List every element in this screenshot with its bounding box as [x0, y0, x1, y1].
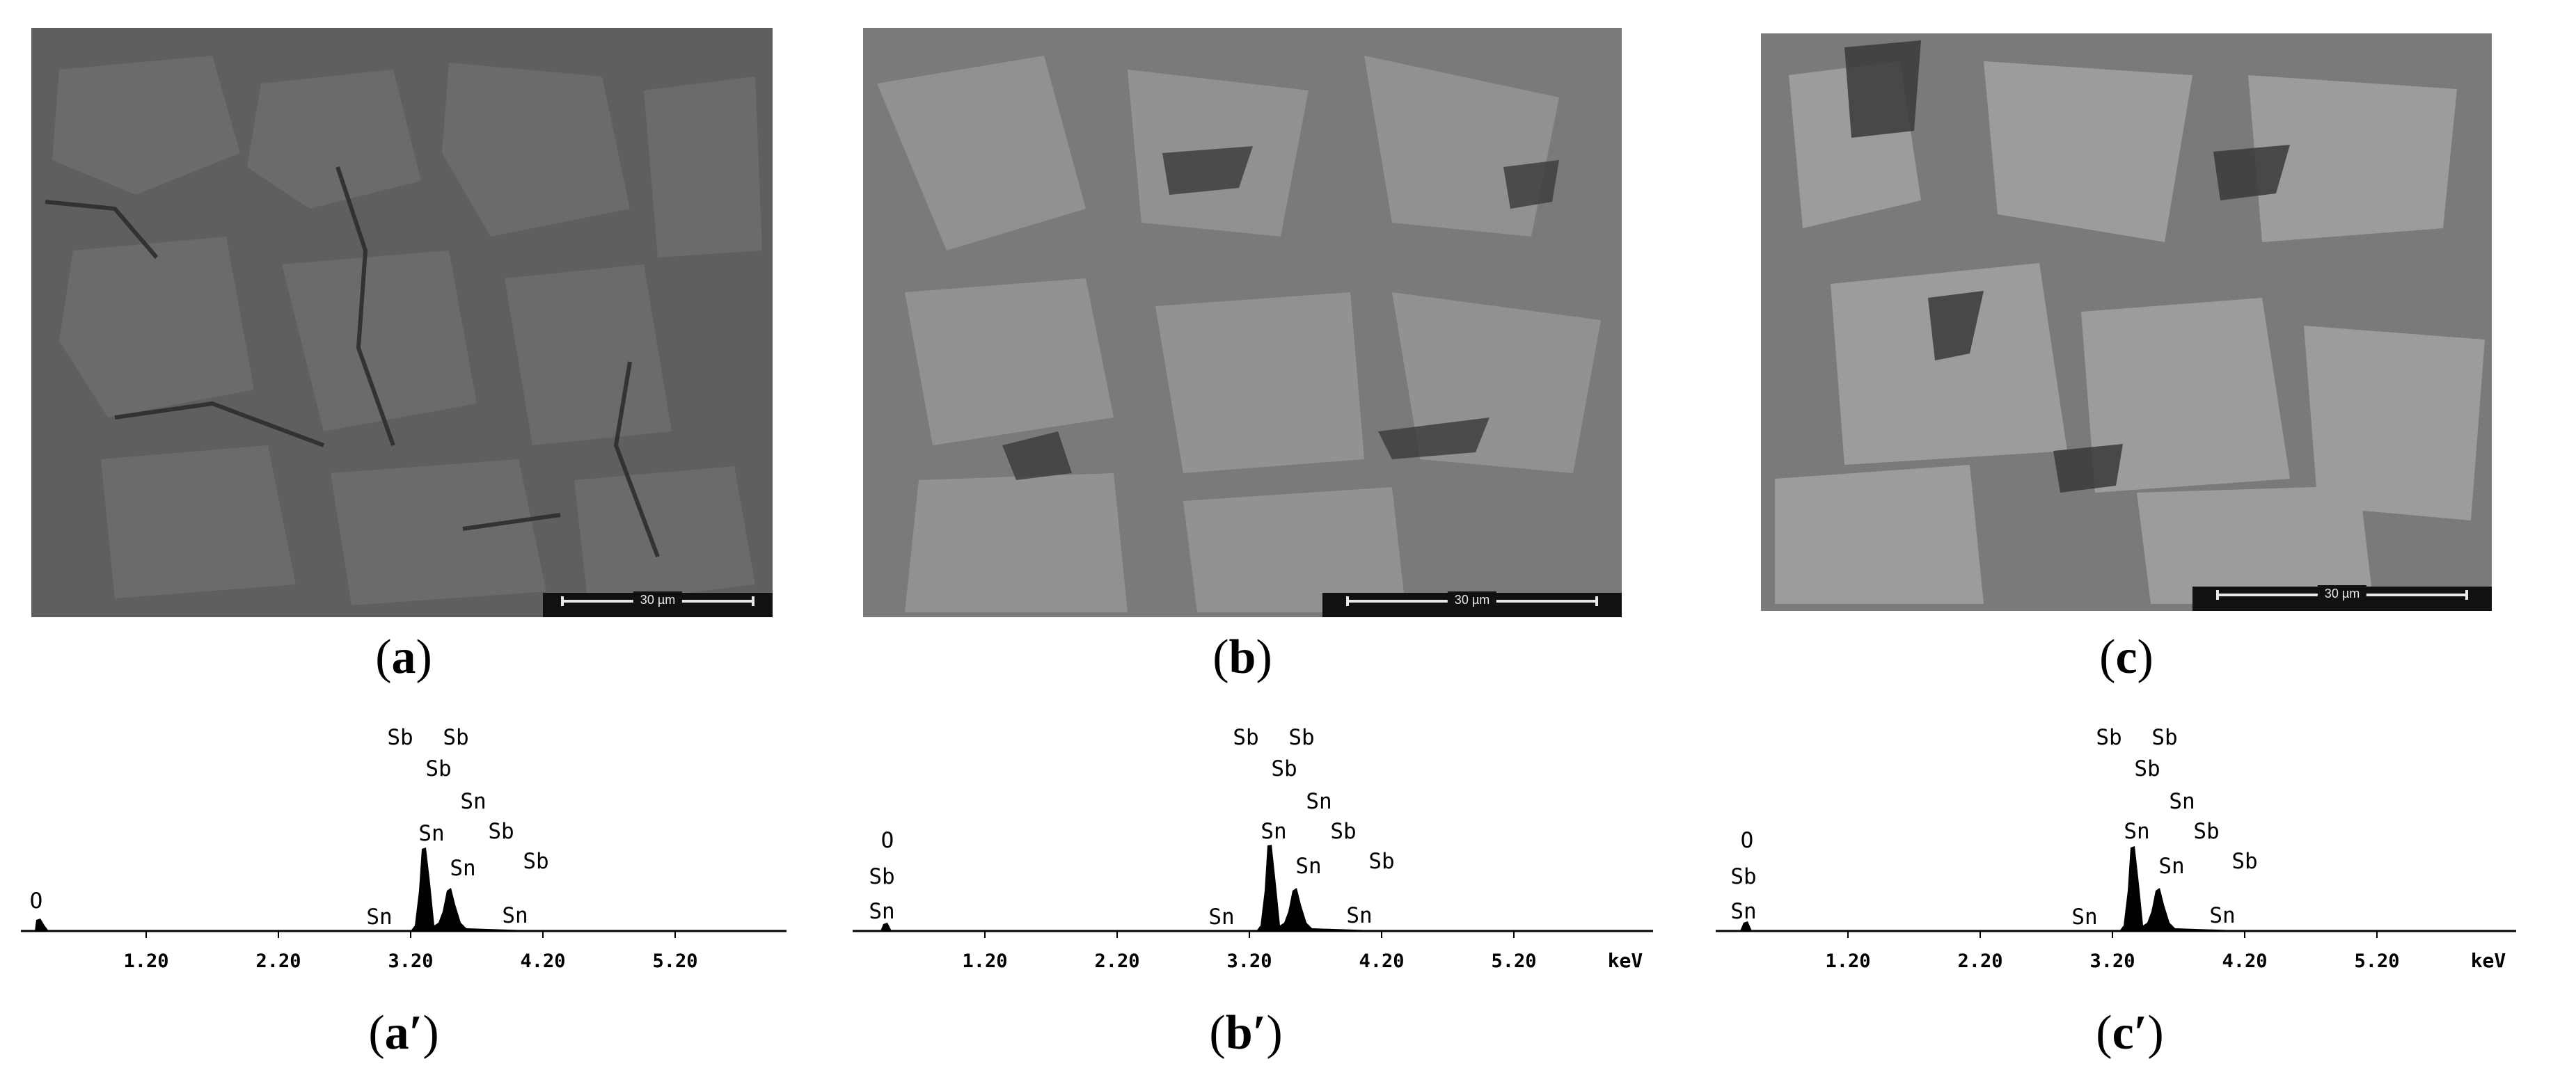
tick-label: 4.20	[1359, 950, 1404, 972]
peak-label: Sb	[869, 864, 894, 889]
peak-label: Sb	[488, 819, 514, 844]
peak-label: O	[30, 889, 43, 914]
scale-bar-label: 30 µm	[2317, 585, 2367, 602]
tick-label: 1.20	[123, 950, 168, 972]
peak-label: Sb	[1233, 725, 1258, 750]
peak-label: Sn	[450, 856, 475, 881]
peak-label: Sb	[1271, 756, 1297, 781]
peak-label: Sn	[869, 899, 894, 924]
peak-label: Sn	[2209, 903, 2235, 928]
caption-c: (c)	[2099, 630, 2154, 684]
peak-label: Sn	[2071, 905, 2097, 930]
peak-label: Sb	[1288, 725, 1314, 750]
peak-label: Sn	[460, 789, 486, 814]
peak-label: Sb	[2193, 819, 2219, 844]
peak-label: Sb	[425, 756, 451, 781]
sem-image-a: 30 µm	[31, 28, 773, 617]
peak-label: Sn	[1346, 903, 1372, 928]
caption-a: (a)	[375, 630, 432, 684]
peak-label: Sb	[523, 849, 548, 874]
peak-label: Sn	[418, 821, 444, 846]
peak-label: Sb	[387, 725, 413, 750]
scale-bar-b: 30 µm	[1322, 591, 1622, 617]
scale-bar-a: 30 µm	[543, 591, 773, 617]
eds-spectrum-c: 1.20 2.20 3.20 4.20 5.20 keV O Sb Sn Sn …	[1716, 717, 2523, 981]
peak-label: Sb	[443, 725, 468, 750]
peak-label: Sn	[1295, 854, 1321, 879]
peak-label: O	[1741, 828, 1754, 853]
scale-bar-label: 30 µm	[633, 591, 683, 608]
peak-label: Sn	[1306, 789, 1332, 814]
peak-label: Sb	[1368, 849, 1394, 874]
peak-label: Sn	[1730, 899, 1756, 924]
tick-label: 5.20	[652, 950, 697, 972]
peak-label: Sn	[1261, 819, 1286, 844]
tick-label: 1.20	[962, 950, 1007, 972]
axis-unit: keV	[1608, 949, 1643, 972]
peak-label: Sb	[2134, 756, 2160, 781]
tick-label: 3.20	[388, 950, 433, 972]
tick-label: 2.20	[1094, 950, 1139, 972]
scale-bar-c: 30 µm	[2192, 585, 2492, 611]
peak-label: Sb	[2151, 725, 2177, 750]
spectrum-trace	[880, 845, 1396, 931]
peak-label: Sn	[2124, 819, 2149, 844]
peak-label: Sn	[2169, 789, 2195, 814]
tick-label: 3.20	[1226, 950, 1272, 972]
eds-spectrum-a: 1.20 2.20 3.20 4.20 5.20 O Sn Sn Sn Sn S…	[21, 717, 793, 981]
sem-image-c: 30 µm	[1761, 33, 2492, 611]
peak-label: Sb	[2231, 849, 2257, 874]
eds-spectrum-b: 1.20 2.20 3.20 4.20 5.20 keV O Sb Sn Sn …	[853, 717, 1660, 981]
caption-b: (b)	[1212, 630, 1272, 684]
tick-label: 2.20	[255, 950, 301, 972]
tick-label: 1.20	[1825, 950, 1870, 972]
peak-label: O	[881, 828, 894, 853]
peak-label: Sn	[1208, 905, 1234, 930]
tick-label: 5.20	[2354, 950, 2399, 972]
caption-a-prime: (a′)	[368, 1006, 439, 1060]
tick-label: 5.20	[1491, 950, 1536, 972]
peak-label: Sb	[2096, 725, 2121, 750]
axis-unit: keV	[2471, 949, 2506, 972]
sem-image-b: 30 µm	[863, 28, 1622, 617]
tick-label: 3.20	[2089, 950, 2135, 972]
peak-label: Sb	[1330, 819, 1356, 844]
spectrum-trace	[1740, 846, 2259, 931]
peak-label: Sn	[2158, 854, 2184, 879]
scale-bar-label: 30 µm	[1447, 591, 1497, 608]
spectrum-trace	[35, 848, 550, 931]
caption-c-prime: (c′)	[2096, 1006, 2164, 1060]
caption-b-prime: (b′)	[1209, 1006, 1283, 1060]
peak-label: Sn	[366, 905, 392, 930]
tick-label: 2.20	[1957, 950, 2002, 972]
tick-label: 4.20	[520, 950, 565, 972]
peak-label: Sn	[502, 903, 528, 928]
peak-label: Sb	[1730, 864, 1756, 889]
tick-label: 4.20	[2222, 950, 2267, 972]
